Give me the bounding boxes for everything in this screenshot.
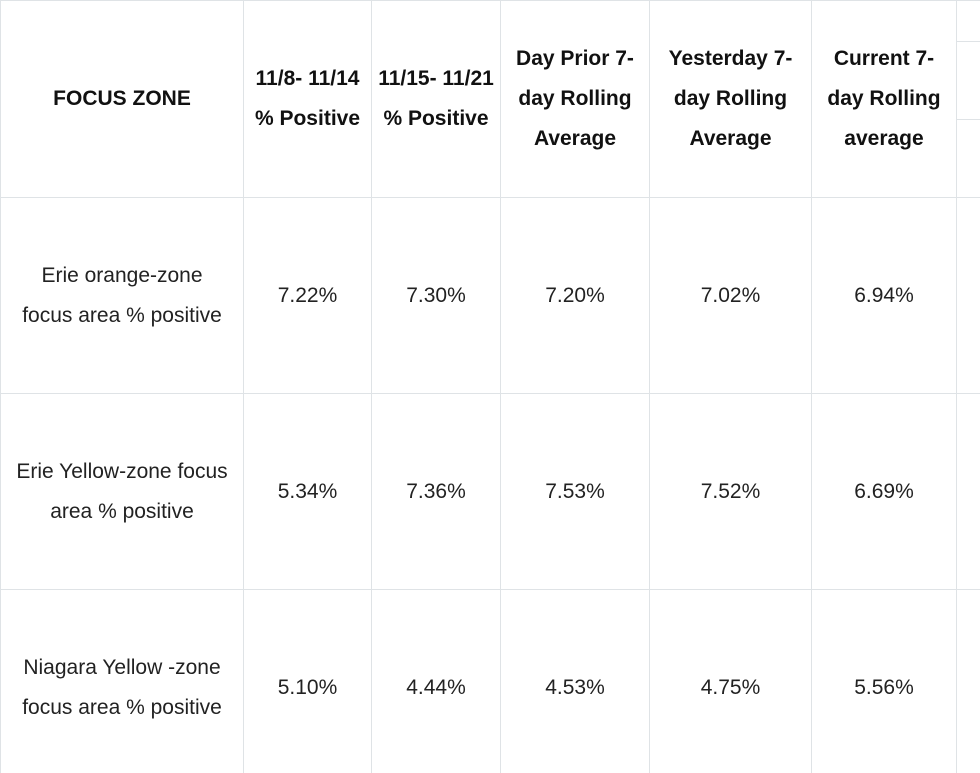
column-header-current-average: Current 7-day Rolling average: [811, 0, 957, 198]
zone-name-cell: Niagara Yellow -zone focus area % positi…: [0, 589, 244, 773]
value-cell: 7.36%: [371, 393, 501, 590]
value-cell: 5.56%: [811, 589, 957, 773]
column-header-yesterday-average: Yesterday 7-day Rolling Average: [649, 0, 812, 198]
value-cell: 4.53%: [500, 589, 650, 773]
clipped-cell: [956, 197, 980, 394]
value-cell: 7.30%: [371, 197, 501, 394]
value-cell: 5.34%: [243, 393, 372, 590]
value-cell: 5.10%: [243, 589, 372, 773]
header-row: FOCUS ZONE 11/8- 11/14 % Positive 11/15-…: [0, 0, 980, 198]
value-cell: 7.02%: [649, 197, 812, 394]
column-header-week-1: 11/8- 11/14 % Positive: [243, 0, 372, 198]
column-header-focus-zone: FOCUS ZONE: [0, 0, 244, 198]
clipped-cell: [956, 393, 980, 590]
value-cell: 7.22%: [243, 197, 372, 394]
table-row: Niagara Yellow -zone focus area % positi…: [0, 589, 980, 773]
clipped-column-header: [956, 0, 980, 198]
clipped-cell: [956, 589, 980, 773]
value-cell: 7.53%: [500, 393, 650, 590]
value-cell: 7.20%: [500, 197, 650, 394]
value-cell: 7.52%: [649, 393, 812, 590]
value-cell: 6.69%: [811, 393, 957, 590]
column-header-week-2: 11/15- 11/21 % Positive: [371, 0, 501, 198]
zone-name-cell: Erie orange-zone focus area % positive: [0, 197, 244, 394]
table-row: Erie Yellow-zone focus area % positive 5…: [0, 393, 980, 590]
table-row: Erie orange-zone focus area % positive 7…: [0, 197, 980, 394]
column-header-day-prior-average: Day Prior 7-day Rolling Average: [500, 0, 650, 198]
zone-name-cell: Erie Yellow-zone focus area % positive: [0, 393, 244, 590]
value-cell: 4.44%: [371, 589, 501, 773]
value-cell: 4.75%: [649, 589, 812, 773]
value-cell: 6.94%: [811, 197, 957, 394]
